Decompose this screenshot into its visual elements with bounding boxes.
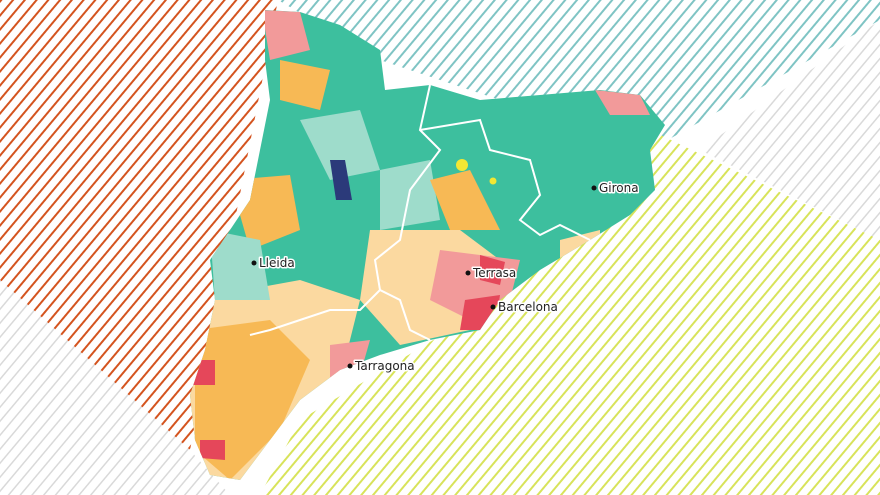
stripe-area-bottom-right xyxy=(260,130,880,495)
city-label: Barcelona xyxy=(498,300,558,314)
city-dot xyxy=(465,270,471,276)
city-dot xyxy=(347,363,353,369)
city-marker-barcelona: Barcelona xyxy=(490,299,559,316)
city-label: Girona xyxy=(599,181,639,195)
city-dot xyxy=(591,185,597,191)
city-marker-girona: Girona xyxy=(591,180,640,197)
city-label: Tarragona xyxy=(354,359,415,373)
stripe-area-right-corner xyxy=(700,20,880,240)
city-label: Lleida xyxy=(259,256,295,270)
city-marker-terrasa: Terrasa xyxy=(465,265,518,282)
stripe-area-top-right xyxy=(278,0,880,150)
city-marker-lleida: Lleida xyxy=(251,255,296,272)
city-dot xyxy=(490,304,496,310)
city-marker-tarragona: Tarragona xyxy=(347,358,416,375)
stripe-area-bottom-left xyxy=(0,280,230,495)
city-markers: Girona Lleida Terrasa Barcelona Tarragona xyxy=(251,180,640,375)
city-label: Terrasa xyxy=(472,266,516,280)
province-borders xyxy=(249,84,591,341)
city-dot xyxy=(251,260,257,266)
